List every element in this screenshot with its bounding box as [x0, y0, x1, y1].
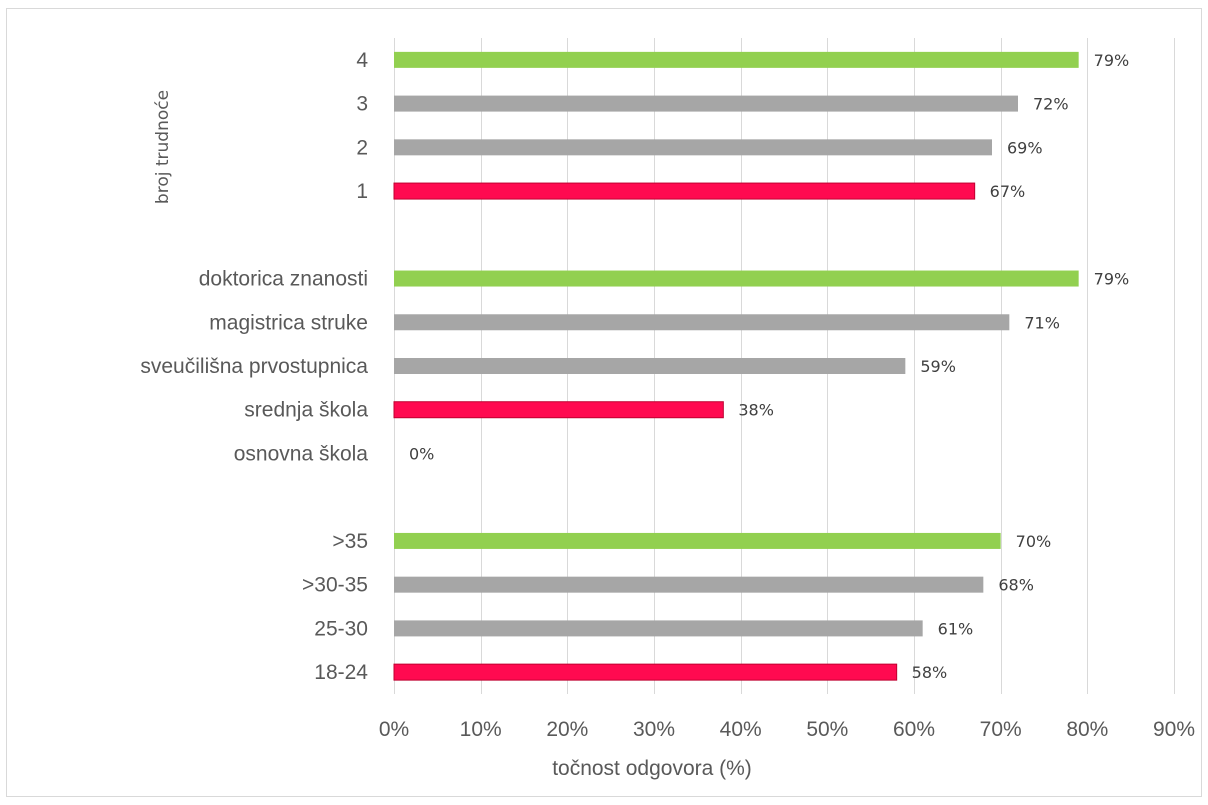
- bar: [394, 532, 1001, 549]
- bar: [394, 576, 984, 593]
- data-label: 71%: [1024, 313, 1060, 332]
- x-tick-labels: 0% 10% 20% 30% 40% 50% 60% 70% 80% 90%: [379, 718, 1195, 741]
- x-tick-label: 30%: [633, 718, 675, 741]
- x-tick-label: 0%: [379, 718, 409, 741]
- x-tick-label: 10%: [460, 718, 502, 741]
- category-label: 18-24: [314, 661, 368, 684]
- x-tick-label: 40%: [720, 718, 762, 741]
- x-tick-label: 50%: [806, 718, 848, 741]
- bar: [394, 314, 1010, 331]
- data-label: 61%: [938, 619, 974, 638]
- category-label: doktorica znanosti: [199, 268, 368, 291]
- x-axis-title: točnost odgovora (%): [552, 757, 752, 780]
- data-label: 69%: [1007, 138, 1043, 157]
- data-label: 38%: [738, 401, 774, 420]
- bars: [393, 51, 1079, 681]
- category-label: sveučilišna prvostupnica: [140, 355, 368, 378]
- bar: [393, 663, 898, 681]
- x-tick-label: 70%: [980, 718, 1022, 741]
- category-label: 3: [356, 93, 368, 116]
- bar: [394, 51, 1079, 68]
- category-label: >35: [332, 530, 368, 553]
- bar: [394, 358, 906, 374]
- data-label: 59%: [920, 357, 956, 376]
- x-tick-label: 60%: [893, 718, 935, 741]
- category-labels: 4 3 2 1 doktorica znanosti magistrica struke s…: [140, 49, 368, 684]
- data-label: 67%: [990, 182, 1026, 201]
- x-tick-label: 90%: [1153, 718, 1195, 741]
- category-label: 4: [356, 49, 368, 72]
- data-label: 68%: [998, 576, 1034, 595]
- data-label: 72%: [1033, 95, 1069, 114]
- data-label: 79%: [1094, 270, 1130, 289]
- bar: [393, 182, 976, 200]
- category-label: magistrica struke: [209, 311, 368, 334]
- bar: [394, 620, 923, 637]
- bar: [394, 95, 1018, 112]
- data-label: 0%: [409, 444, 434, 463]
- bar: [393, 401, 724, 419]
- data-label: 58%: [912, 663, 948, 682]
- category-label: 25-30: [314, 617, 368, 640]
- x-tick-label: 20%: [546, 718, 588, 741]
- y-axis-title: broj trudnoće: [153, 90, 173, 204]
- bar: [394, 139, 992, 156]
- bar: [394, 270, 1079, 287]
- data-label: 70%: [1016, 532, 1052, 551]
- category-label: 1: [356, 180, 368, 203]
- category-label: 2: [356, 136, 368, 159]
- category-label: >30-35: [302, 574, 368, 597]
- category-label: srednja škola: [244, 399, 368, 422]
- x-tick-label: 80%: [1066, 718, 1108, 741]
- category-label: osnovna škola: [234, 442, 369, 465]
- data-labels: 79% 72% 69% 67% 79% 71% 59% 38% 0% 70% 68% 61% 58%: [409, 51, 1129, 682]
- data-label: 79%: [1094, 51, 1130, 70]
